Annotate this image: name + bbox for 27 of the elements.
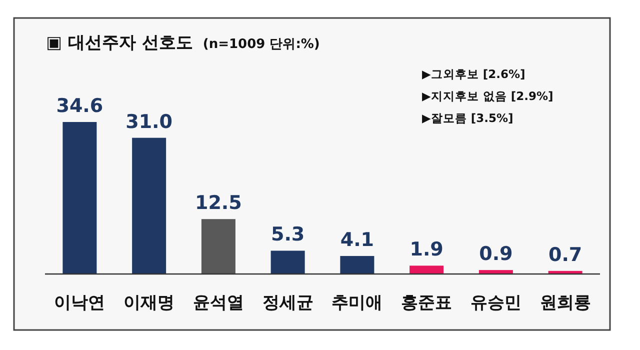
- chart-title: ▣ 대선주자 선호도: [46, 33, 193, 53]
- x-tick-label: 이낙연: [54, 293, 106, 313]
- bar: [201, 219, 236, 274]
- bar: [62, 122, 97, 274]
- x-tick-label: 윤석열: [192, 293, 244, 313]
- bar: [132, 138, 166, 274]
- data-label: 31.0: [126, 110, 173, 133]
- data-label: 5.3: [270, 224, 305, 246]
- x-tick-label: 추미애: [332, 293, 383, 313]
- x-tick-label: 홍준표: [401, 293, 452, 313]
- x-tick-label: 이재명: [124, 293, 175, 313]
- chart-subtitle: (n=1009 단위:%): [202, 37, 320, 52]
- data-label: 34.6: [56, 95, 104, 117]
- data-label: 4.1: [340, 228, 374, 251]
- data-label: 0.7: [548, 244, 582, 266]
- annotation: ▶잘모름 [3.5%]: [422, 111, 514, 125]
- x-tick-label: 원희룡: [540, 293, 591, 313]
- x-tick-label: 정세균: [262, 293, 314, 313]
- bar: [340, 256, 374, 274]
- data-label: 0.9: [479, 243, 513, 266]
- text: ▶그외후보 [2.6%]: [422, 67, 526, 81]
- bar: [270, 250, 305, 274]
- data-label: 12.5: [194, 192, 242, 214]
- data-label: 1.9: [410, 238, 444, 261]
- text: ▶지지후보 없음 [2.9%]: [422, 89, 554, 103]
- x-tick-label: 유승민: [470, 293, 522, 313]
- bar: [410, 266, 444, 274]
